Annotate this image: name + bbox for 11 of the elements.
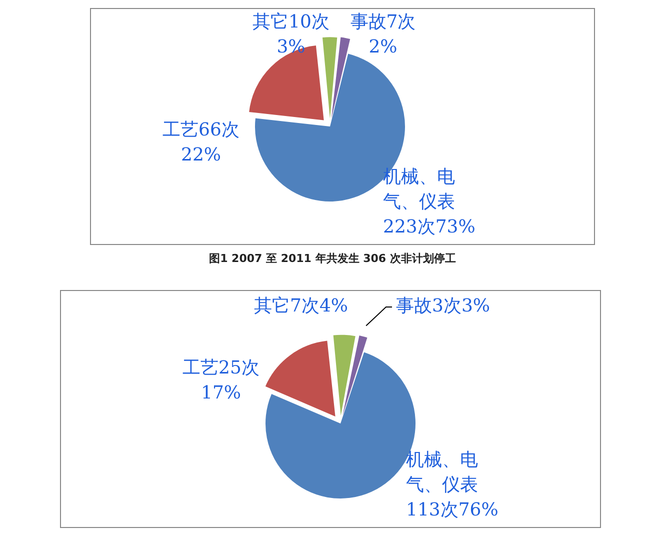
slice-label: 其它7次4% bbox=[254, 296, 348, 317]
slice-label: 工艺25次17% bbox=[182, 358, 260, 404]
slice-label: 机械、电气、仪表 bbox=[383, 166, 455, 213]
slice-label: 其它10次3% bbox=[252, 12, 330, 58]
data-label: 223次73% bbox=[383, 216, 476, 238]
slice-label: 机械、电气、仪表 bbox=[406, 450, 478, 496]
slice-label: 事故3次3% bbox=[396, 296, 490, 317]
slice-label: 工艺66次22% bbox=[162, 120, 240, 166]
slice-label: 事故7次2% bbox=[350, 12, 416, 58]
caption: 图1 2007 至 2011 年共发生 306 次非计划停工 bbox=[208, 251, 457, 266]
data-label: 113次76% bbox=[406, 500, 498, 521]
